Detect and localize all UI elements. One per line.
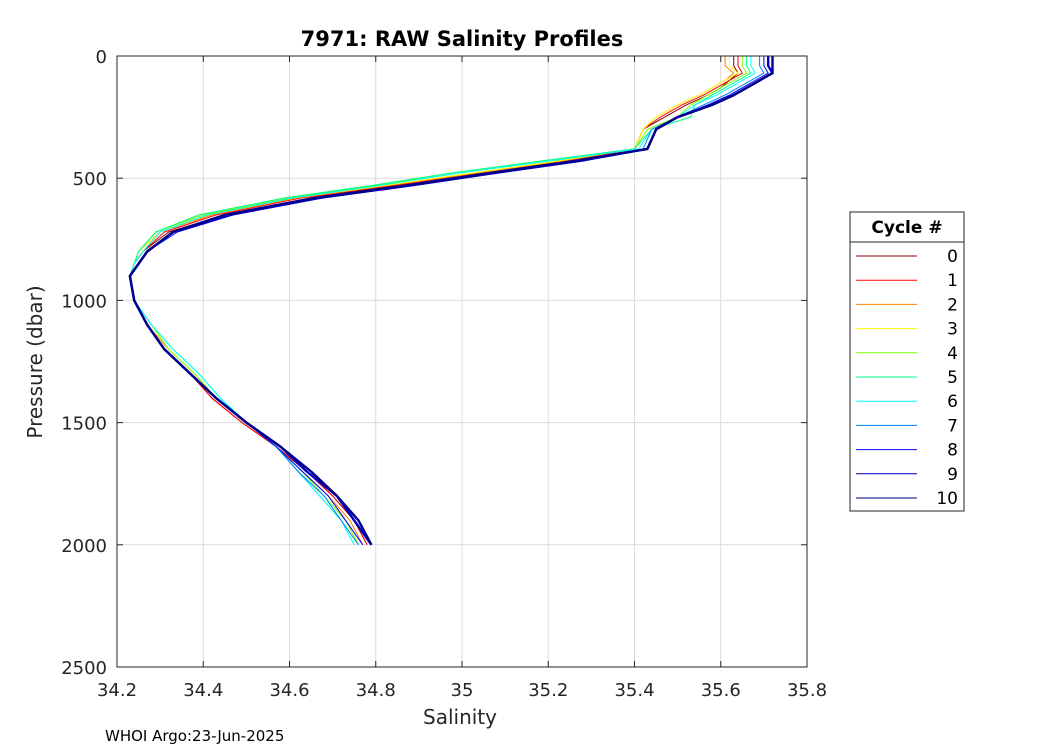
legend-label-7: 7 [947,416,958,436]
x-axis-ticks: 34.2 34.4 34.6 34.8 35 35.2 35.4 35.6 35.8 [97,56,827,701]
legend-label-9: 9 [947,465,958,485]
x-tick-label: 35.6 [701,680,741,701]
legend-label-3: 3 [947,320,958,340]
series-layer [128,56,774,546]
y-axis-ticks: 0 500 1000 1500 2000 2500 [61,47,807,679]
x-tick-label: 34.8 [356,680,396,701]
x-tick-label: 35 [451,680,474,701]
legend-label-2: 2 [947,295,958,315]
footer-stamp: WHOI Argo:23-Jun-2025 [105,727,284,745]
x-tick-label: 35.4 [614,680,654,701]
legend-label-0: 0 [947,247,958,267]
legend-entries: 0 1 2 3 4 5 6 7 8 9 10 [856,247,958,509]
legend-label-10: 10 [936,489,958,509]
x-tick-label: 34.6 [269,680,309,701]
series-line-cycle-10 [128,56,774,546]
legend: Cycle # 0 1 2 3 4 5 6 7 8 9 10 [849,211,965,512]
series-line-cycle-1 [129,56,743,546]
x-tick-label: 34.2 [97,680,137,701]
x-tick-label: 35.2 [528,680,568,701]
legend-label-8: 8 [947,441,958,461]
legend-box [849,211,965,512]
y-tick-label: 500 [73,169,107,190]
legend-label-6: 6 [947,392,958,412]
y-tick-label: 1000 [61,291,107,312]
x-tick-label: 34.4 [183,680,223,701]
chart-title: 7971: RAW Salinity Profiles [301,27,624,51]
x-axis-label: Salinity [423,705,497,729]
y-tick-label: 2500 [61,658,107,679]
y-tick-label: 0 [96,47,107,68]
y-tick-label: 2000 [61,536,107,557]
y-tick-label: 1500 [61,414,107,435]
x-tick-label: 35.8 [787,680,827,701]
y-axis-label: Pressure (dbar) [23,285,47,438]
legend-label-1: 1 [947,271,958,291]
legend-label-4: 4 [947,344,958,364]
legend-label-5: 5 [947,368,958,388]
legend-title: Cycle # [871,218,942,238]
